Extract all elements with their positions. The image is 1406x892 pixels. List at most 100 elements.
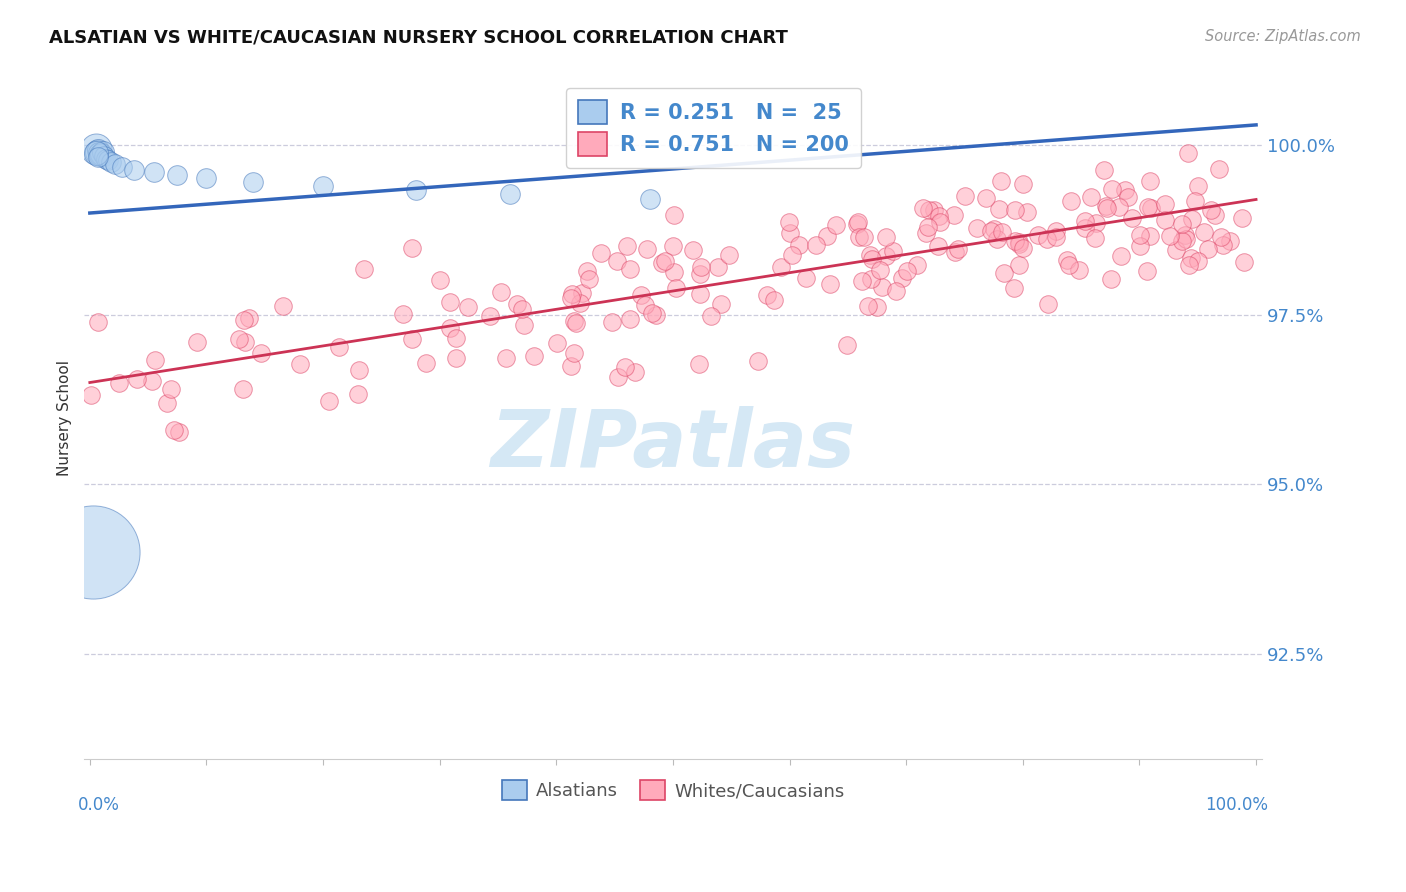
Point	[439, 321, 461, 335]
Point	[1233, 255, 1256, 269]
Point	[1073, 214, 1095, 228]
Point	[1159, 229, 1181, 244]
Point	[1230, 211, 1253, 225]
Point	[392, 307, 415, 321]
Point	[513, 318, 536, 332]
Point	[943, 208, 966, 222]
Point	[602, 315, 624, 329]
Point	[347, 387, 370, 401]
Point	[1012, 241, 1035, 255]
Point	[624, 365, 647, 379]
Point	[238, 310, 260, 325]
Point	[882, 244, 904, 258]
Point	[1121, 211, 1143, 225]
Point	[495, 351, 517, 365]
Point	[546, 335, 568, 350]
Point	[87, 315, 110, 329]
Point	[614, 359, 637, 374]
Point	[858, 299, 880, 313]
Point	[1175, 232, 1198, 246]
Point	[318, 393, 340, 408]
Point	[1192, 225, 1215, 239]
Point	[1178, 258, 1201, 272]
Point	[890, 271, 912, 285]
Point	[922, 203, 945, 218]
Point	[859, 272, 882, 286]
Point	[1036, 297, 1059, 311]
Point	[636, 242, 658, 256]
Point	[845, 217, 868, 231]
Point	[1080, 190, 1102, 204]
Point	[328, 340, 350, 354]
Point	[167, 425, 190, 439]
Point	[1074, 220, 1097, 235]
Point	[1036, 232, 1059, 246]
Point	[1208, 162, 1230, 177]
Point	[122, 162, 145, 177]
Text: ALSATIAN VS WHITE/CAUCASIAN NURSERY SCHOOL CORRELATION CHART: ALSATIAN VS WHITE/CAUCASIAN NURSERY SCHO…	[49, 29, 789, 46]
Point	[619, 311, 641, 326]
Point	[233, 313, 256, 327]
Point	[915, 227, 938, 241]
Point	[1181, 211, 1204, 226]
Point	[1114, 183, 1136, 197]
Point	[97, 153, 120, 168]
Point	[875, 249, 897, 263]
Point	[127, 372, 149, 386]
Point	[689, 286, 711, 301]
Point	[347, 363, 370, 377]
Point	[688, 357, 710, 371]
Point	[1201, 202, 1223, 217]
Point	[974, 191, 997, 205]
Point	[778, 215, 800, 229]
Point	[946, 242, 969, 256]
Point	[1007, 235, 1029, 249]
Point	[1209, 230, 1232, 244]
Point	[1099, 272, 1122, 286]
Point	[980, 224, 1002, 238]
Point	[860, 252, 883, 266]
Point	[86, 145, 108, 159]
Point	[837, 338, 859, 352]
Point	[93, 149, 115, 163]
Point	[966, 221, 988, 235]
Point	[429, 273, 451, 287]
Point	[1174, 227, 1197, 242]
Point	[755, 287, 778, 301]
Point	[108, 376, 131, 391]
Point	[1002, 281, 1025, 295]
Point	[1139, 201, 1161, 215]
Point	[927, 239, 949, 253]
Point	[1184, 194, 1206, 208]
Point	[1017, 204, 1039, 219]
Point	[665, 280, 688, 294]
Point	[875, 229, 897, 244]
Point	[510, 301, 533, 316]
Point	[769, 260, 792, 274]
Point	[1187, 253, 1209, 268]
Point	[943, 244, 966, 259]
Point	[111, 160, 134, 174]
Point	[1171, 218, 1194, 232]
Point	[645, 308, 668, 322]
Point	[869, 262, 891, 277]
Point	[651, 256, 673, 270]
Point	[1056, 252, 1078, 267]
Point	[859, 248, 882, 262]
Point	[630, 288, 652, 302]
Point	[848, 230, 870, 244]
Point	[91, 145, 114, 159]
Point	[568, 296, 591, 310]
Point	[1045, 224, 1067, 238]
Point	[699, 309, 721, 323]
Point	[444, 351, 467, 365]
Point	[852, 230, 875, 244]
Point	[94, 152, 117, 166]
Point	[233, 335, 256, 350]
Point	[82, 545, 104, 559]
Point	[104, 157, 127, 171]
Point	[353, 261, 375, 276]
Point	[1057, 258, 1080, 272]
Point	[1153, 212, 1175, 227]
Point	[851, 275, 873, 289]
